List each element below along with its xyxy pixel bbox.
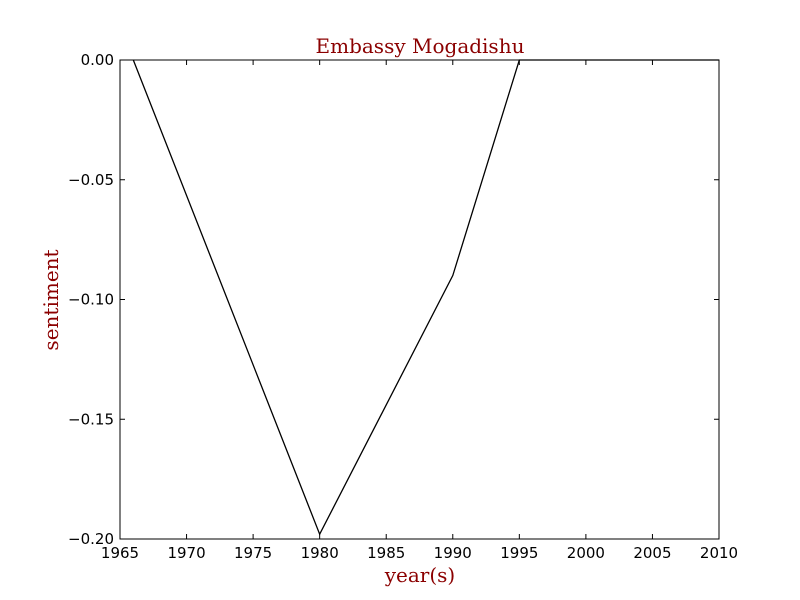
y-tick-label: −0.20 bbox=[68, 530, 114, 548]
y-tick-label: −0.05 bbox=[68, 171, 114, 189]
x-axis: 1965 1970 1975 1980 1985 1990 1995 2000 2005 2010 bbox=[101, 60, 738, 562]
y-tick-label: −0.10 bbox=[68, 291, 114, 309]
y-axis: 0.00 −0.05 −0.10 −0.15 −0.20 bbox=[68, 51, 719, 548]
chart-title: Embassy Mogadishu bbox=[316, 34, 525, 58]
y-axis-label: sentiment bbox=[39, 249, 63, 350]
y-tick-label: 0.00 bbox=[81, 51, 114, 69]
x-axis-label: year(s) bbox=[384, 563, 456, 587]
x-tick-label: 1965 bbox=[101, 544, 139, 562]
y-tick-label: −0.15 bbox=[68, 410, 114, 428]
x-tick-label: 1975 bbox=[234, 544, 272, 562]
x-tick-label: 1970 bbox=[167, 544, 205, 562]
x-tick-label: 2000 bbox=[567, 544, 605, 562]
x-tick-label: 1990 bbox=[434, 544, 472, 562]
x-tick-label: 1985 bbox=[367, 544, 405, 562]
x-tick-label: 2005 bbox=[633, 544, 671, 562]
x-tick-label: 1980 bbox=[301, 544, 339, 562]
x-tick-label: 1995 bbox=[500, 544, 538, 562]
x-tick-label: 2010 bbox=[700, 544, 738, 562]
